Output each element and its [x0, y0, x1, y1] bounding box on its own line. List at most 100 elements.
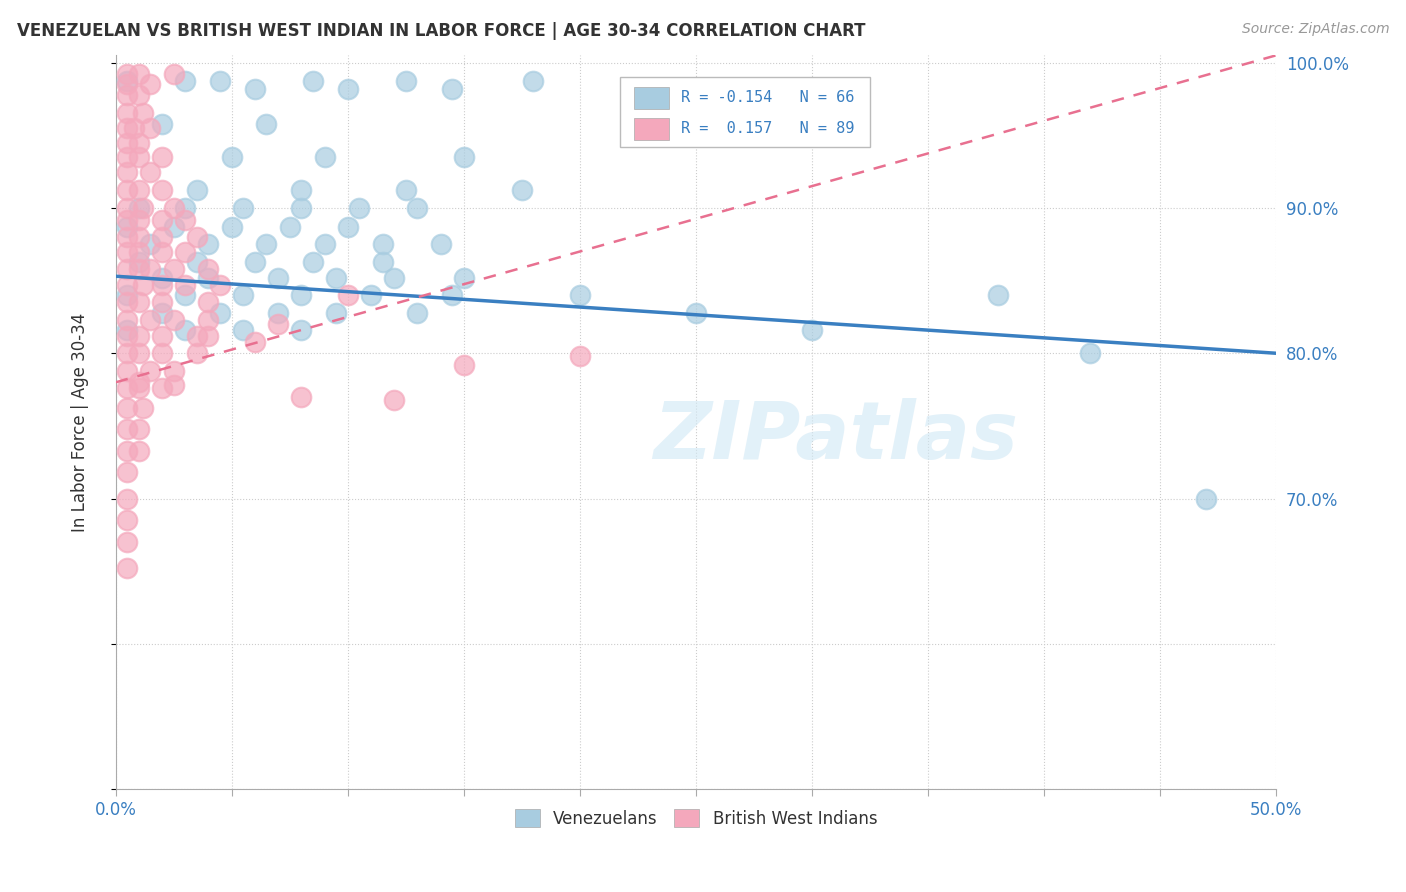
Point: [150, 230, 173, 244]
Point: [382, 270, 405, 285]
Point: [186, 328, 208, 343]
Point: [128, 295, 150, 310]
Point: [197, 295, 219, 310]
Point: [209, 277, 232, 292]
Point: [186, 346, 208, 360]
Point: [186, 184, 208, 198]
Point: [314, 237, 336, 252]
Point: [115, 443, 138, 458]
Point: [115, 201, 138, 215]
Point: [568, 349, 591, 363]
Point: [128, 346, 150, 360]
Point: [163, 313, 186, 327]
Point: [685, 305, 707, 319]
Point: [150, 295, 173, 310]
Point: [174, 244, 197, 259]
Point: [232, 201, 254, 215]
Point: [290, 184, 312, 198]
Point: [163, 378, 186, 392]
Point: [163, 262, 186, 277]
Point: [115, 466, 138, 480]
Point: [290, 288, 312, 302]
Point: [128, 376, 150, 390]
Point: [115, 212, 138, 227]
Point: [267, 305, 290, 319]
Point: [197, 237, 219, 252]
Point: [221, 150, 243, 164]
Point: [150, 328, 173, 343]
Point: [115, 422, 138, 436]
Point: [395, 184, 418, 198]
Point: [115, 106, 138, 120]
Point: [453, 270, 475, 285]
Point: [115, 535, 138, 549]
Point: [197, 270, 219, 285]
Point: [406, 201, 429, 215]
Point: [267, 317, 290, 331]
Point: [115, 230, 138, 244]
Point: [128, 381, 150, 395]
Point: [568, 288, 591, 302]
Point: [232, 323, 254, 337]
Text: R = -0.154   N = 66: R = -0.154 N = 66: [681, 90, 855, 105]
Point: [150, 150, 173, 164]
Point: [510, 184, 533, 198]
Point: [115, 346, 138, 360]
Point: [336, 82, 359, 96]
Point: [336, 219, 359, 234]
Point: [132, 277, 155, 292]
Point: [232, 288, 254, 302]
Point: [115, 491, 138, 506]
Point: [128, 328, 150, 343]
Point: [1080, 346, 1102, 360]
Point: [139, 262, 162, 277]
Point: [174, 323, 197, 337]
Point: [150, 346, 173, 360]
Point: [115, 219, 138, 234]
Point: [115, 295, 138, 310]
Point: [209, 305, 232, 319]
FancyBboxPatch shape: [634, 87, 669, 109]
Point: [115, 364, 138, 378]
Point: [115, 513, 138, 527]
Point: [115, 150, 138, 164]
Point: [115, 244, 138, 259]
Point: [128, 150, 150, 164]
Point: [800, 323, 823, 337]
Point: [115, 78, 138, 92]
Point: [197, 262, 219, 277]
Point: [122, 120, 145, 135]
Point: [987, 288, 1010, 302]
Point: [150, 277, 173, 292]
Point: [174, 212, 197, 227]
Text: Source: ZipAtlas.com: Source: ZipAtlas.com: [1241, 22, 1389, 37]
Point: [522, 74, 544, 88]
Point: [406, 305, 429, 319]
Point: [128, 230, 150, 244]
Point: [256, 117, 278, 131]
Point: [139, 120, 162, 135]
Point: [150, 212, 173, 227]
Point: [382, 392, 405, 407]
Point: [278, 219, 301, 234]
Legend: Venezuelans, British West Indians: Venezuelans, British West Indians: [506, 801, 886, 836]
Point: [429, 237, 451, 252]
Point: [395, 74, 418, 88]
Point: [132, 401, 155, 416]
Point: [174, 277, 197, 292]
Point: [115, 401, 138, 416]
Point: [115, 561, 138, 575]
Point: [336, 288, 359, 302]
Point: [163, 67, 186, 81]
Point: [209, 74, 232, 88]
Text: R =  0.157   N = 89: R = 0.157 N = 89: [681, 121, 855, 136]
Point: [150, 117, 173, 131]
Point: [128, 201, 150, 215]
Point: [115, 87, 138, 102]
Point: [441, 288, 464, 302]
Point: [163, 201, 186, 215]
Point: [290, 390, 312, 404]
Point: [267, 270, 290, 285]
Point: [128, 67, 150, 81]
Point: [115, 120, 138, 135]
